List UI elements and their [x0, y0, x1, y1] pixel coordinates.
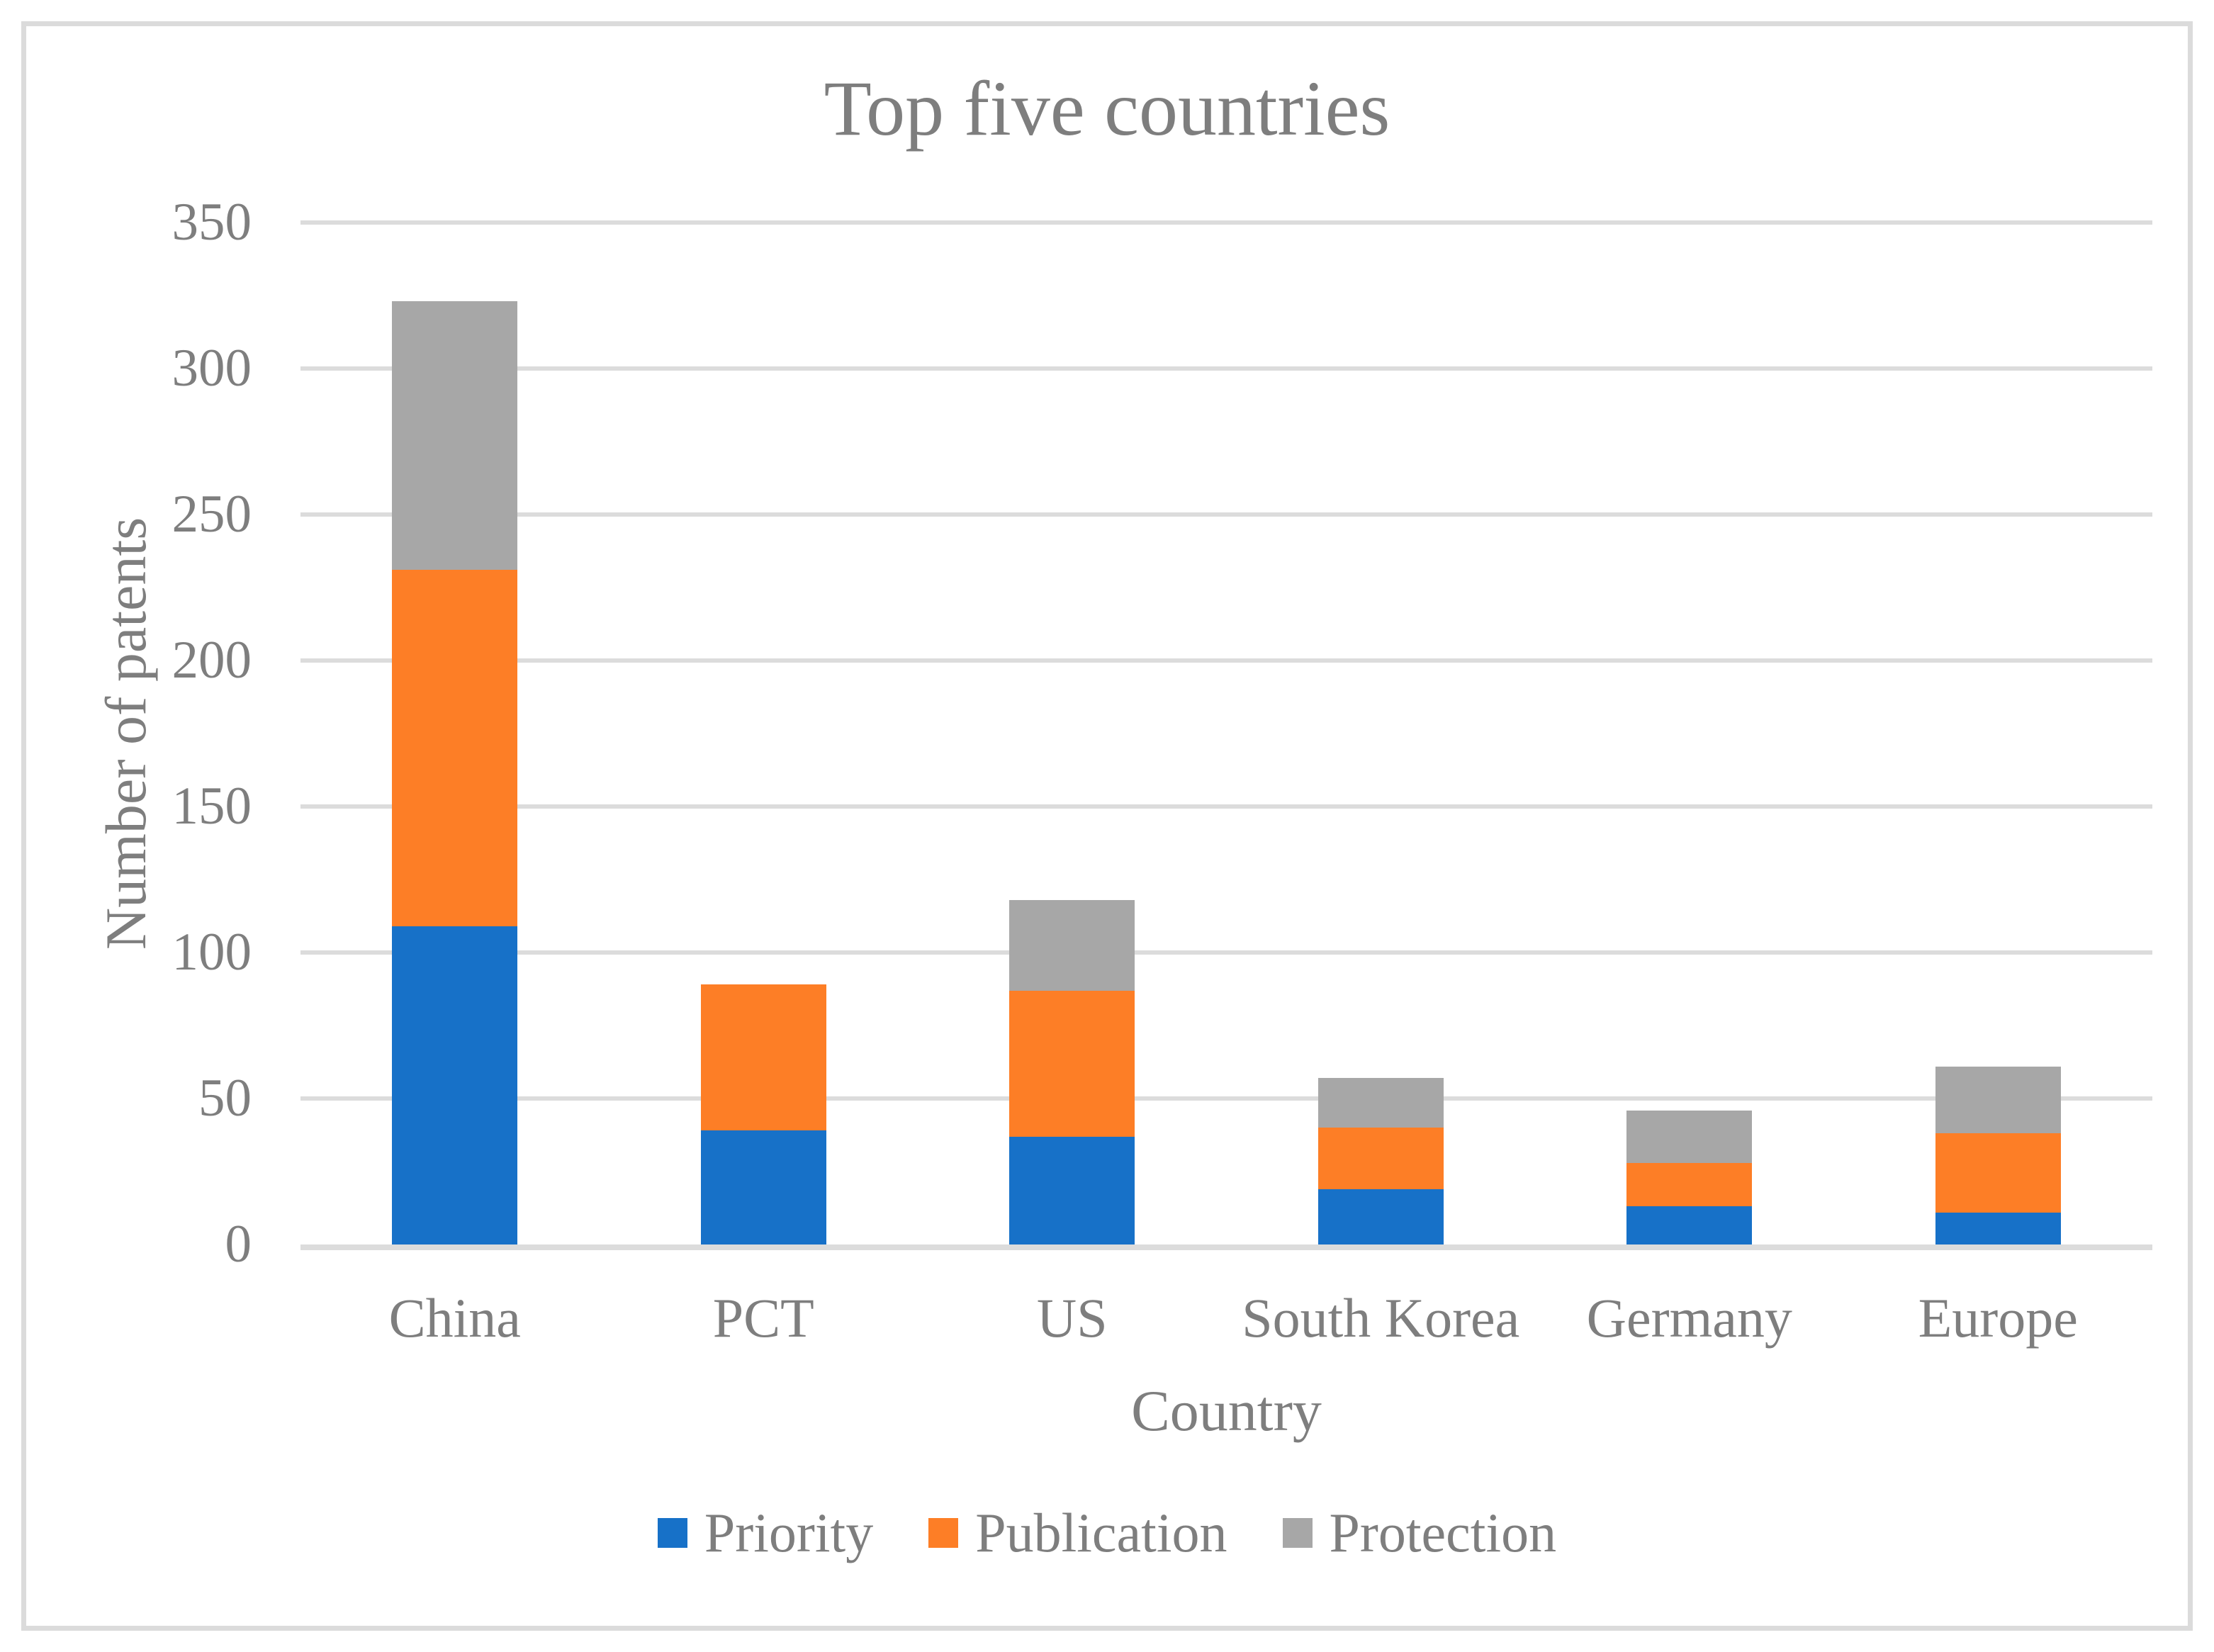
gridline-100	[300, 950, 2152, 955]
x-tick-label-germany: Germany	[1586, 1287, 1792, 1349]
legend-key-publication	[928, 1518, 959, 1548]
bar-segment-publication-china	[392, 570, 518, 926]
y-tick-label-100: 100	[172, 923, 252, 982]
y-tick-label-200: 200	[172, 631, 252, 690]
legend-label-priority: Priority	[704, 1502, 874, 1563]
bar-segment-priority-germany	[1626, 1206, 1753, 1244]
bar-segment-publication-europe	[1935, 1133, 2061, 1213]
chart-title: Top five countries	[824, 65, 1390, 152]
gridline-50	[300, 1096, 2152, 1101]
y-axis-title: Number of patents	[94, 517, 158, 950]
bar-segment-protection-china	[392, 301, 518, 571]
bar-segment-publication-us	[1009, 990, 1135, 1137]
x-tick-label-europe: Europe	[1918, 1287, 2078, 1349]
y-tick-label-0: 0	[225, 1215, 252, 1274]
bar-segment-priority-pct	[700, 1130, 826, 1244]
bar-segment-protection-germany	[1626, 1110, 1753, 1163]
bar-segment-protection-south-korea	[1317, 1078, 1444, 1128]
legend-label-publication: Publication	[975, 1502, 1227, 1563]
x-tick-label-pct: PCT	[712, 1287, 814, 1349]
bar-stack-south-korea	[1317, 1078, 1444, 1244]
bar-segment-protection-us	[1009, 899, 1135, 991]
bar-segment-priority-europe	[1935, 1212, 2061, 1244]
y-tick-label-250: 250	[172, 485, 252, 544]
gridline-250	[300, 512, 2152, 517]
x-axis-title: Country	[1131, 1378, 1322, 1443]
plot-area	[300, 220, 2152, 1250]
legend-item-publication: Publication	[928, 1501, 1227, 1565]
x-tick-label-us: US	[1036, 1287, 1108, 1349]
bar-segment-publication-germany	[1626, 1162, 1753, 1207]
y-tick-label-150: 150	[172, 777, 252, 836]
bar-segment-publication-pct	[700, 984, 826, 1131]
legend-label-protection: Protection	[1329, 1502, 1557, 1563]
gridline-200	[300, 658, 2152, 663]
x-tick-label-china: China	[388, 1287, 521, 1349]
bar-stack-europe	[1935, 1066, 2061, 1244]
y-tick-label-300: 300	[172, 339, 252, 398]
bar-stack-china	[392, 301, 518, 1244]
y-tick-label-50: 50	[198, 1069, 252, 1128]
bar-segment-priority-us	[1009, 1136, 1135, 1244]
legend: Priority Publication Protection	[0, 1501, 2214, 1565]
figure-border	[21, 21, 2193, 1631]
bar-segment-publication-south-korea	[1317, 1128, 1444, 1189]
x-tick-label-south-korea: South Korea	[1242, 1287, 1520, 1349]
gridline-150	[300, 804, 2152, 809]
y-tick-label-350: 350	[172, 193, 252, 252]
gridline-300	[300, 366, 2152, 371]
gridline-350	[300, 220, 2152, 225]
bar-segment-protection-europe	[1935, 1066, 2061, 1134]
bar-segment-priority-south-korea	[1317, 1189, 1444, 1244]
bar-stack-germany	[1626, 1110, 1753, 1244]
legend-key-protection	[1282, 1518, 1313, 1548]
legend-item-priority: Priority	[657, 1501, 874, 1565]
legend-item-protection: Protection	[1282, 1501, 1557, 1565]
bar-stack-pct	[700, 984, 826, 1244]
x-axis-line	[300, 1244, 2152, 1250]
bar-segment-priority-china	[392, 926, 518, 1244]
bar-stack-us	[1009, 899, 1135, 1244]
legend-key-priority	[657, 1518, 687, 1548]
